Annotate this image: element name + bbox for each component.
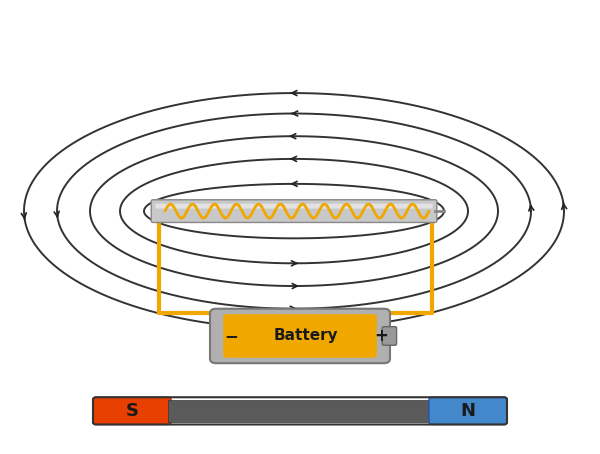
Text: N: N (461, 402, 476, 420)
FancyBboxPatch shape (93, 397, 171, 424)
FancyBboxPatch shape (168, 400, 432, 422)
FancyBboxPatch shape (151, 200, 437, 222)
FancyBboxPatch shape (155, 204, 433, 208)
Text: +: + (374, 327, 388, 345)
FancyBboxPatch shape (382, 327, 397, 345)
FancyBboxPatch shape (223, 314, 377, 358)
FancyBboxPatch shape (210, 309, 390, 363)
Text: S: S (125, 402, 139, 420)
Text: −: − (224, 327, 238, 345)
FancyBboxPatch shape (429, 397, 507, 424)
Text: Battery: Battery (274, 328, 338, 344)
